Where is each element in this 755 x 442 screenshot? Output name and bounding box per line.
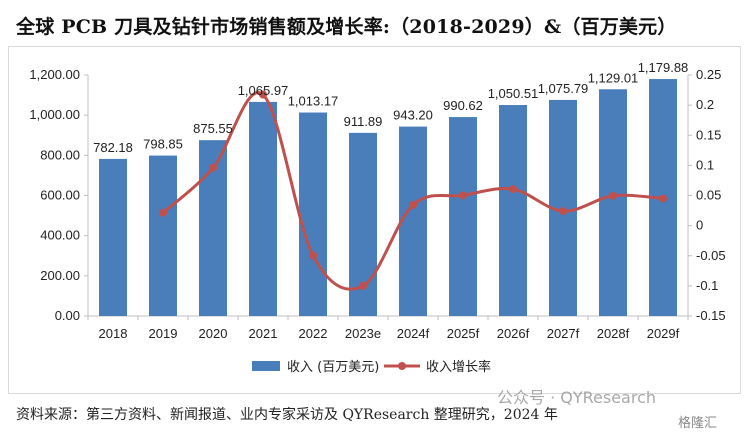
y-left-tick-label: 0.00 (55, 308, 80, 323)
bar-data-label: 1,050.51 (488, 86, 539, 101)
bar-data-label: 1,129.01 (588, 70, 639, 85)
legend-swatch-marker (398, 362, 406, 370)
bar (249, 101, 277, 316)
bar (599, 89, 627, 316)
y-right-tick-label: 0.15 (696, 127, 721, 142)
bar (99, 158, 127, 316)
bar-data-label: 990.62 (443, 98, 483, 113)
x-tick-label: 2026f (497, 326, 530, 341)
bar-data-label: 911.89 (344, 114, 383, 129)
bar-data-label: 1,065.97 (238, 83, 289, 98)
bar-data-label: 875.55 (193, 121, 233, 136)
growth-point (409, 200, 417, 209)
bar (449, 117, 477, 317)
y-right-tick-label: -0.05 (696, 248, 726, 263)
bar-data-label: 1,179.88 (638, 60, 689, 75)
watermark: 公众号 · QYResearch (497, 388, 657, 407)
y-right-tick-label: 0 (696, 218, 703, 233)
data-labels: 782.18 798.85 875.55 1,065.971,013.17 911.89… (93, 60, 688, 155)
legend-label-bar: 收入 (百万美元) (287, 360, 379, 375)
y-right-tick-label: 0.1 (696, 157, 714, 172)
bar (499, 105, 527, 316)
legend-swatch-bar (252, 361, 280, 371)
chart-frame (8, 46, 741, 394)
growth-point (559, 207, 567, 216)
y-left-tick-label: 800.00 (40, 147, 80, 162)
bar-data-label: 782.18 (93, 140, 133, 155)
logo: 格隆汇 (678, 416, 718, 431)
bar-series (99, 79, 677, 317)
y-left-tick-label: 200.00 (40, 268, 80, 283)
x-tick-label: 2022 (299, 326, 328, 341)
legend-label-line: 收入增长率 (426, 359, 491, 375)
growth-point (309, 251, 317, 260)
y-left-tick-label: 1,200.00 (29, 67, 80, 82)
line-series (159, 90, 667, 291)
growth-point (159, 208, 167, 217)
bar (149, 155, 177, 316)
combo-chart: 0.00 200.00 400.00 600.00 800.00 1,000.00 1,20… (29, 60, 725, 375)
x-tick-label: 2024f (397, 326, 430, 341)
bar-data-label: 1,075.79 (538, 81, 589, 96)
x-tick-label: 2020 (199, 326, 228, 341)
chart-axes: 0.00 200.00 400.00 600.00 800.00 1,000.00 1,20… (29, 67, 725, 341)
bar-data-label: 798.85 (143, 137, 183, 152)
growth-point (459, 191, 467, 200)
x-tick-label: 2027f (547, 326, 580, 341)
y-right-tick-label: 0.05 (696, 188, 721, 203)
x-tick-label: 2025f (447, 326, 480, 341)
x-tick-label: 2029f (647, 326, 680, 341)
growth-point (609, 191, 617, 200)
bar (399, 126, 427, 316)
growth-point (659, 194, 667, 203)
bar-data-label: 943.20 (393, 108, 433, 123)
page-title: 全球 PCB 刀具及钻针市场销售额及增长率:（2018-2029）&（百万美元） (16, 16, 677, 38)
growth-point (509, 185, 517, 194)
x-tick-label: 2018 (99, 326, 128, 341)
x-tick-label: 2028f (597, 326, 630, 341)
y-right-tick-label: 0.2 (696, 97, 714, 112)
legend: 收入 (百万美元) 收入增长率 (252, 359, 491, 375)
x-tick-label: 2021 (249, 326, 278, 341)
growth-point (259, 90, 267, 99)
y-left-tick-label: 600.00 (40, 188, 80, 203)
x-tick-label: 2019 (149, 326, 178, 341)
growth-point (209, 163, 217, 172)
x-tick-label: 2023e (345, 326, 381, 341)
y-left-tick-label: 1,000.00 (29, 107, 80, 122)
bar-data-label: 1,013.17 (288, 94, 339, 109)
bar (299, 112, 327, 316)
y-right-tick-label: -0.15 (696, 308, 726, 323)
y-left-tick-label: 400.00 (40, 228, 80, 243)
source-note: 资料来源：第三方资料、新闻报道、业内专家采访及 QYResearch 整理研究，… (16, 407, 558, 423)
y-right-tick-label: 0.25 (696, 67, 721, 82)
y-right-tick-label: -0.1 (696, 278, 718, 293)
growth-point (359, 281, 367, 290)
